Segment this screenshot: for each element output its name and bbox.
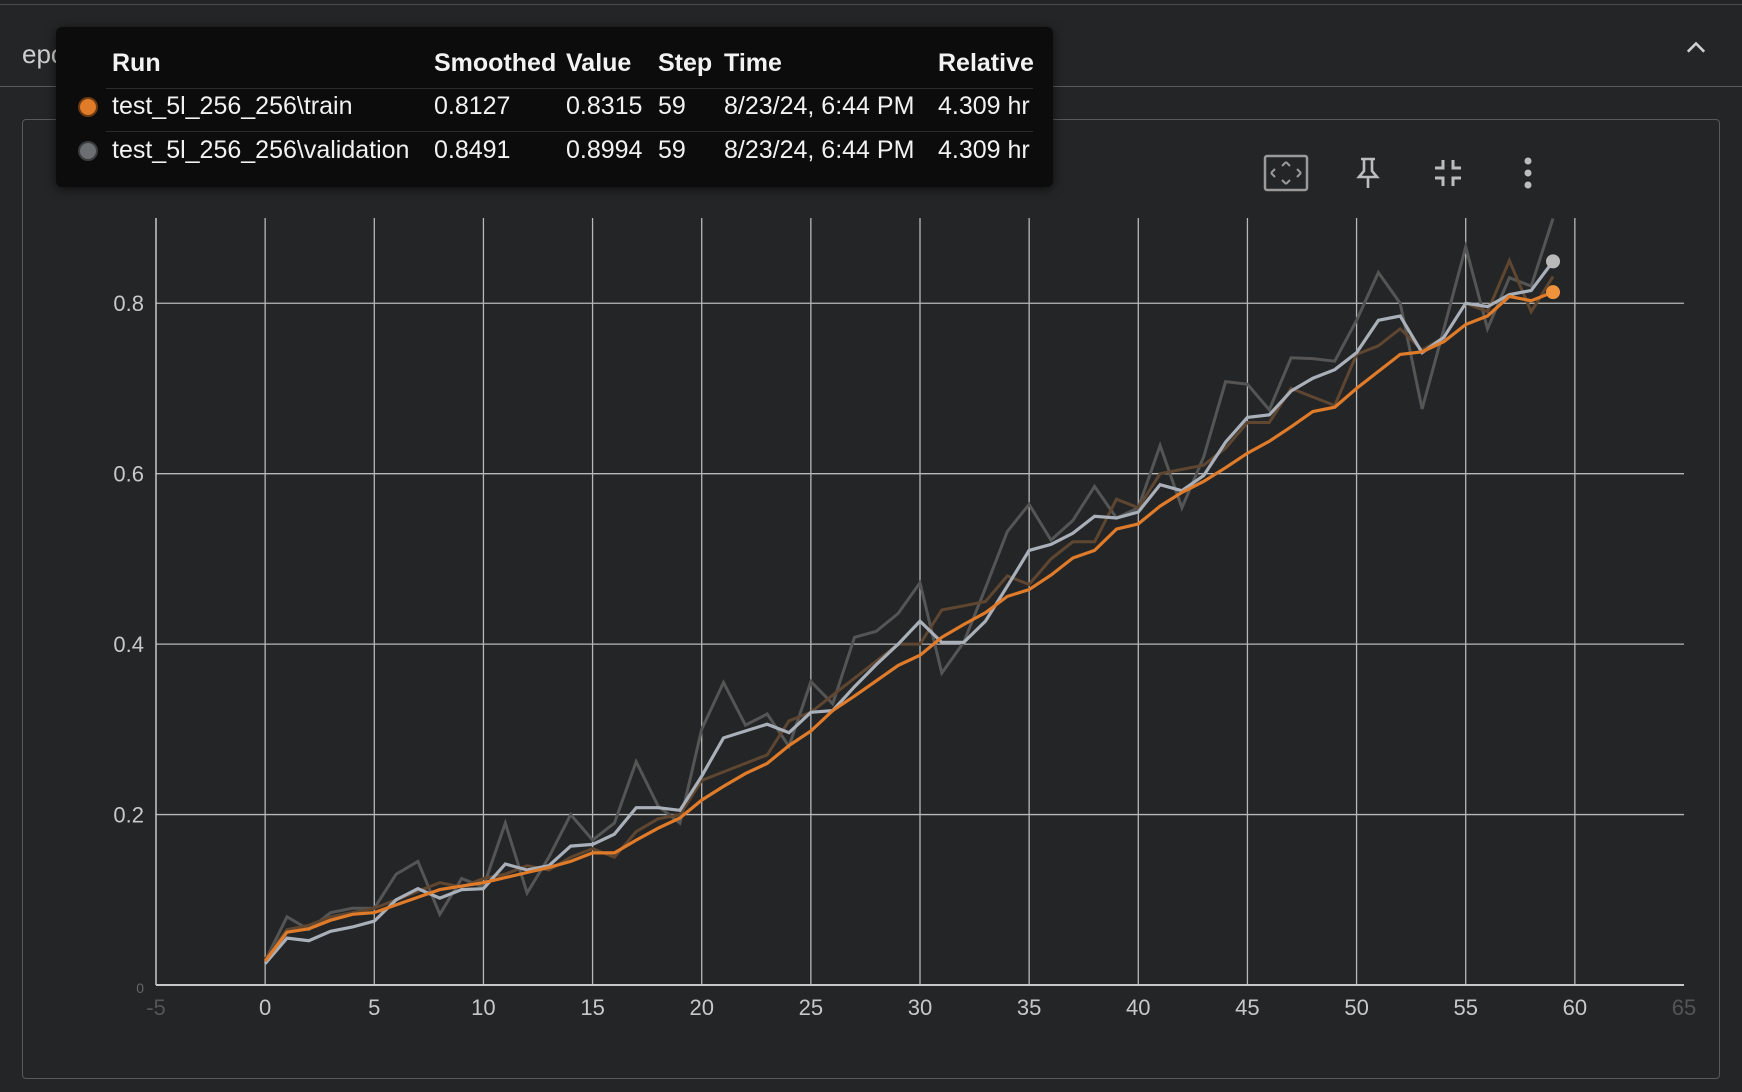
tooltip-header-value: Value [566,49,632,77]
more-menu-button[interactable] [1505,150,1551,196]
x-tick-label: 40 [1126,995,1150,1020]
tooltip-time: 8/23/24, 6:44 PM [724,92,915,120]
tooltip-header-relative: Relative [938,49,1034,77]
tooltip-divider [106,131,1033,132]
collapse-card-icon [1435,160,1461,186]
x-tick-label: 15 [580,995,604,1020]
tooltip-step: 59 [658,136,686,164]
tooltip: Run Smoothed Value Step Time Relative te… [56,27,1053,187]
tooltip-smoothed: 0.8491 [434,136,511,164]
tooltip-relative: 4.309 hr [938,136,1030,164]
tooltip-smoothed: 0.8127 [434,92,511,120]
tooltip-relative: 4.309 hr [938,92,1030,120]
x-tick-label: 55 [1453,995,1477,1020]
y-tick-label: 0.4 [113,632,144,657]
tooltip-run-name: test_5l_256_256\validation [112,136,410,164]
tooltip-header-step: Step [658,49,713,77]
x-tick-label: 45 [1235,995,1259,1020]
y-tick-label: 0.6 [113,462,144,487]
x-tick-label: -5 [146,995,166,1020]
more-vert-icon [1524,157,1532,189]
tooltip-header-smoothed: Smoothed [434,49,557,77]
tooltip-time: 8/23/24, 6:44 PM [724,136,915,164]
fit-domain-icon [1263,154,1309,192]
tooltip-step: 59 [658,92,686,120]
x-tick-label: 30 [908,995,932,1020]
tooltip-value: 0.8315 [566,92,643,120]
x-tick-label: 65 [1672,995,1696,1020]
tooltip-header-time: Time [724,49,782,77]
tooltip-header-run: Run [112,49,161,77]
x-tick-label: 0 [259,995,271,1020]
pin-button[interactable] [1345,150,1391,196]
chevron-up-icon [1686,41,1706,53]
x-tick-label: 35 [1017,995,1041,1020]
pin-icon [1356,157,1380,188]
validation-smoothed-line [263,260,1555,965]
y-tick-label: 0.8 [113,291,144,316]
x-tick-label: 20 [689,995,713,1020]
y-tick-label: 0.2 [113,803,144,828]
train-end-marker [1546,285,1561,300]
collapse-section-button[interactable] [1676,27,1716,67]
x-tick-label: 25 [799,995,823,1020]
y-tick-label: 0 [136,980,144,996]
tooltip-run-name: test_5l_256_256\train [112,92,353,120]
x-tick-label: 60 [1563,995,1587,1020]
train-raw-line [263,256,1555,961]
collapse-card-button[interactable] [1425,150,1471,196]
x-tick-label: 10 [471,995,495,1020]
fit-domain-button[interactable] [1263,150,1309,196]
top-rule [0,4,1742,5]
validation-raw-line [263,218,1555,962]
tooltip-divider [106,88,1033,89]
train-color-dot [78,97,98,117]
train-smoothed-line [263,290,1554,963]
tooltip-value: 0.8994 [566,136,643,164]
scalar-card: epoch_accuracy [22,119,1720,1079]
validation-color-dot [78,141,98,161]
x-tick-label: 5 [368,995,380,1020]
validation-end-marker [1546,254,1561,269]
x-tick-label: 50 [1344,995,1368,1020]
